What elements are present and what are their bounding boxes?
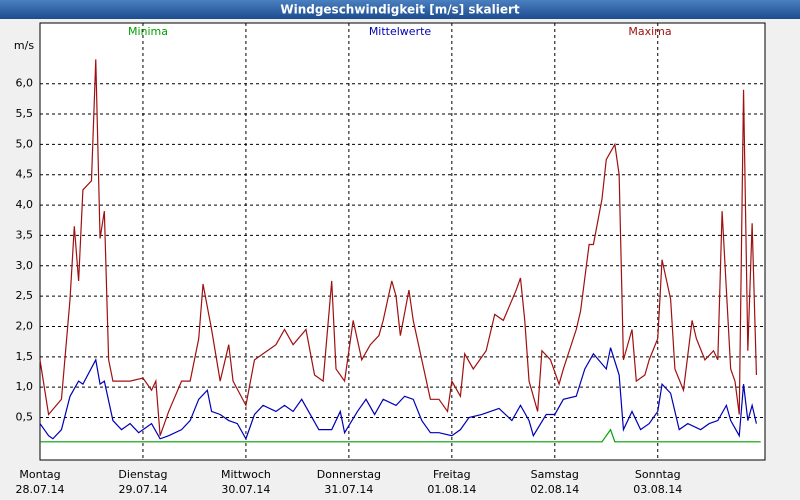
series-line [39,59,758,436]
x-tick-label: Donnerstag [317,468,381,481]
y-tick-label: 5,5 [16,107,34,120]
y-tick-label: 4,5 [16,168,34,181]
y-tick-label: 3,5 [16,228,34,241]
legend-label: Minima [128,25,168,38]
x-tick-label: Dienstag [118,468,167,481]
y-axis-label: m/s [14,39,34,52]
y-tick-label: 1,0 [16,380,34,393]
legend-label: Mittelwerte [369,25,432,38]
x-tick-date: 28.07.14 [16,483,65,496]
x-tick-date: 31.07.14 [324,483,373,496]
y-tick-label: 2,0 [16,319,34,332]
y-tick-label: 5,0 [16,137,34,150]
x-tick-label: Samstag [531,468,579,481]
series-line [40,428,761,443]
x-tick-label: Freitag [433,468,471,481]
y-tick-label: 0,5 [16,411,34,424]
x-tick-date: 03.08.14 [633,483,682,496]
x-tick-date: 29.07.14 [118,483,167,496]
y-tick-label: 3,0 [16,259,34,272]
x-tick-label: Mittwoch [221,468,271,481]
x-tick-date: 01.08.14 [427,483,476,496]
x-tick-label: Sonntag [635,468,681,481]
y-tick-label: 1,5 [16,350,34,363]
x-tick-label: Montag [19,468,60,481]
window-title: Windgeschwindigkeit [m/s] skaliert [280,3,520,17]
y-tick-label: 6,0 [16,77,34,90]
x-tick-date: 02.08.14 [530,483,579,496]
x-tick-date: 30.07.14 [221,483,270,496]
legend-label: Maxima [628,25,671,38]
y-tick-label: 4,0 [16,198,34,211]
series-line [39,347,758,441]
y-tick-label: 2,5 [16,289,34,302]
plot-area [39,22,766,461]
title-bar [0,0,800,19]
